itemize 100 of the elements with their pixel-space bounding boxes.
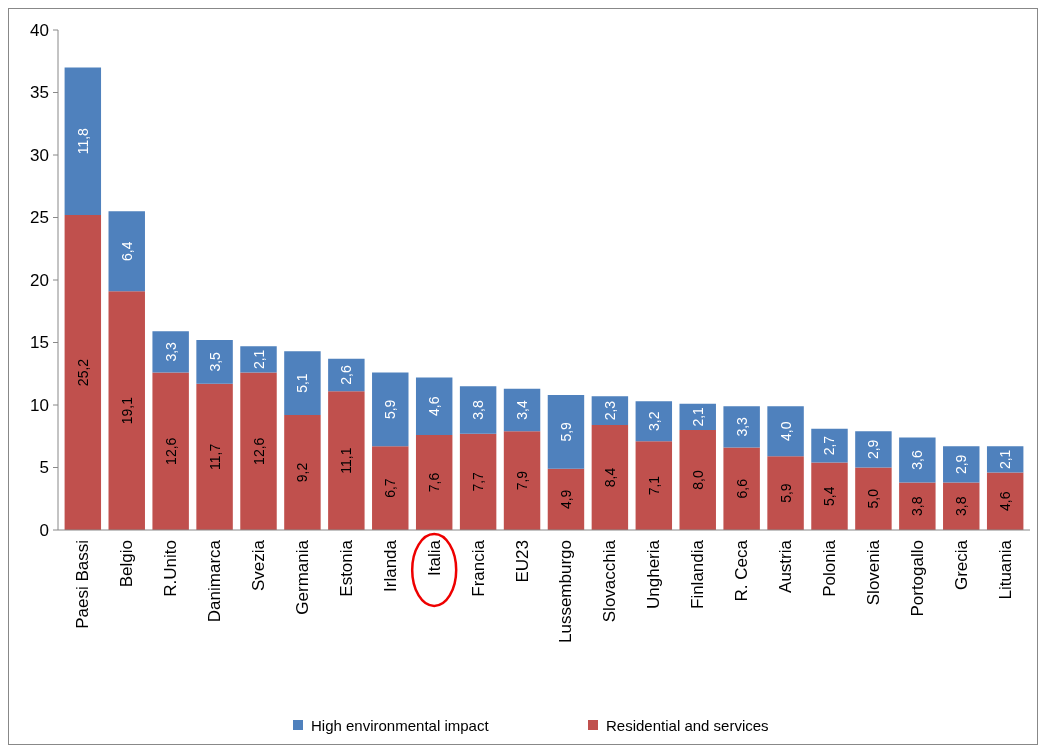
x-tick-label: R.Unito bbox=[161, 540, 181, 597]
bar bbox=[503, 388, 541, 432]
bar bbox=[284, 415, 321, 530]
bar bbox=[240, 372, 277, 530]
data-label: 3,8 bbox=[909, 496, 926, 516]
x-tick-label: Portogallo bbox=[907, 540, 927, 617]
x-tick-label: Polonia bbox=[819, 539, 839, 597]
x-tick-label: Irlanda bbox=[380, 539, 400, 592]
data-label: 2,6 bbox=[338, 365, 355, 385]
bar bbox=[415, 377, 453, 435]
bar bbox=[108, 291, 145, 530]
bar bbox=[591, 425, 629, 530]
bar bbox=[723, 406, 760, 448]
bar bbox=[152, 372, 189, 530]
data-label: 2,1 bbox=[250, 349, 267, 370]
data-label: 2,9 bbox=[865, 439, 882, 460]
bar bbox=[547, 395, 585, 469]
data-label: 4,6 bbox=[997, 491, 1014, 511]
data-label: 5,0 bbox=[865, 488, 882, 509]
data-label: 3,6 bbox=[909, 450, 926, 470]
data-label: 3,3 bbox=[162, 341, 179, 362]
x-tick-label: Slovacchia bbox=[600, 539, 620, 623]
data-label: 5,9 bbox=[777, 483, 794, 503]
bar bbox=[767, 406, 804, 457]
bar bbox=[328, 391, 365, 530]
legend-label: High environmental impact bbox=[311, 716, 490, 734]
data-label: 25,2 bbox=[74, 358, 91, 387]
data-label: 2,1 bbox=[689, 406, 706, 427]
data-label: 3,2 bbox=[645, 411, 662, 431]
x-tick-label: Francia bbox=[468, 539, 488, 597]
x-tick-label: Slovenia bbox=[863, 539, 883, 606]
data-label: 6,7 bbox=[382, 478, 399, 498]
x-tick-label: R. Ceca bbox=[732, 539, 752, 602]
bar bbox=[64, 215, 102, 530]
bar bbox=[108, 211, 145, 292]
data-label: 11,1 bbox=[338, 447, 355, 474]
x-tick-label: Paesi Bassi bbox=[73, 540, 93, 629]
y-tick-label: 10 bbox=[30, 395, 49, 415]
x-tick-label: Italia bbox=[424, 539, 444, 576]
data-label: 8,4 bbox=[601, 467, 618, 488]
data-label: 5,4 bbox=[821, 486, 838, 506]
bar bbox=[679, 430, 716, 530]
bar bbox=[986, 446, 1024, 473]
x-tick-label: Austria bbox=[776, 539, 796, 593]
x-tick-label: Estonia bbox=[336, 539, 356, 597]
bar bbox=[855, 431, 892, 468]
y-tick-label: 35 bbox=[30, 83, 49, 102]
y-tick-label: 25 bbox=[30, 208, 49, 227]
x-tick-label: Ungheria bbox=[644, 539, 664, 609]
y-tick-label: 20 bbox=[30, 270, 49, 290]
bar bbox=[635, 441, 673, 530]
x-tick-label: Lussemburgo bbox=[556, 540, 576, 644]
data-label: 3,3 bbox=[733, 416, 750, 437]
bar bbox=[855, 467, 892, 530]
bar bbox=[503, 431, 541, 530]
bar bbox=[811, 462, 848, 530]
y-tick-label: 40 bbox=[30, 20, 49, 40]
bar bbox=[459, 433, 497, 530]
bar bbox=[899, 482, 936, 530]
x-tick-label: Svezia bbox=[249, 539, 269, 592]
y-tick-label: 0 bbox=[39, 520, 49, 540]
data-label: 3,8 bbox=[953, 496, 970, 516]
x-tick-label: Lituania bbox=[995, 539, 1015, 600]
bar bbox=[196, 383, 233, 530]
data-label: 4,9 bbox=[557, 489, 574, 510]
bar bbox=[547, 468, 585, 530]
bar bbox=[328, 358, 365, 392]
x-tick-label: Belgio bbox=[117, 540, 137, 588]
y-tick-label: 5 bbox=[39, 458, 49, 477]
bar bbox=[767, 456, 804, 530]
x-tick-label: Finlandia bbox=[688, 539, 708, 609]
data-label: 4,0 bbox=[777, 421, 794, 441]
data-label: 6,6 bbox=[733, 478, 750, 499]
data-label: 7,7 bbox=[470, 471, 487, 492]
data-label: 2,1 bbox=[997, 449, 1014, 470]
data-label: 7,9 bbox=[514, 470, 531, 491]
x-tick-label: Grecia bbox=[951, 539, 971, 591]
bar bbox=[635, 401, 673, 442]
data-label: 19,1 bbox=[118, 396, 135, 425]
x-tick-label: Germania bbox=[292, 539, 312, 615]
data-label: 12,6 bbox=[162, 437, 179, 465]
x-tick-label: Danimarca bbox=[205, 539, 225, 623]
bar bbox=[811, 428, 848, 463]
bar bbox=[459, 386, 497, 434]
data-label: 7,1 bbox=[645, 475, 662, 496]
bar bbox=[240, 346, 277, 373]
bar bbox=[152, 331, 189, 373]
data-label: 12,6 bbox=[250, 437, 267, 465]
data-label: 9,2 bbox=[294, 462, 311, 483]
data-label: 5,9 bbox=[557, 421, 574, 442]
bar bbox=[372, 446, 409, 530]
y-tick-label: 30 bbox=[30, 145, 49, 165]
bar bbox=[284, 351, 321, 415]
data-label: 5,9 bbox=[382, 399, 399, 420]
bar bbox=[415, 435, 453, 530]
legend-label: Residential and services bbox=[606, 716, 769, 734]
bar bbox=[196, 340, 233, 384]
y-tick-label: 15 bbox=[30, 333, 49, 352]
data-label: 8,0 bbox=[689, 470, 706, 490]
data-label: 2,3 bbox=[601, 400, 618, 421]
